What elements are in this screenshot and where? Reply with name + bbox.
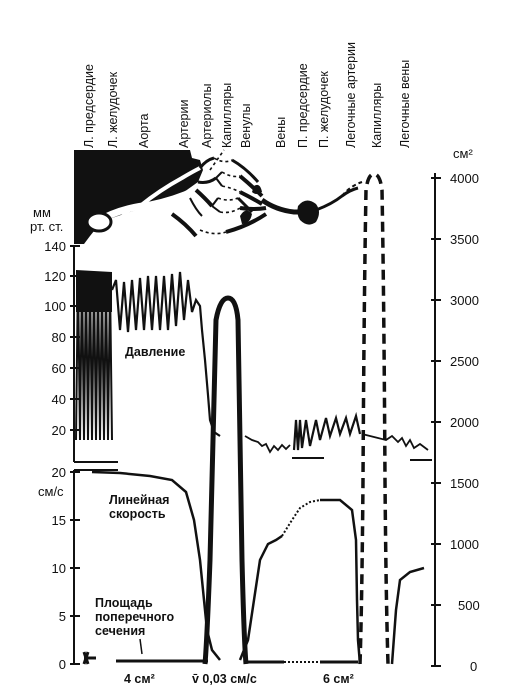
pressure-tick-40: 40	[52, 392, 66, 407]
left-atrium-block	[76, 270, 112, 312]
velocity-tick-15: 15	[52, 513, 66, 528]
velocity-axis-labels: 20 15 10 5 0 см/с	[38, 465, 66, 672]
arterial-branches	[170, 156, 223, 238]
arterial-pressure-trace	[110, 271, 221, 437]
area-tick-2500: 2500	[450, 354, 479, 369]
label-arterioles: Артериолы	[200, 84, 214, 148]
area-tick-4000: 4000	[450, 171, 479, 186]
velocity-curves	[82, 470, 425, 665]
velocity-tick-10: 10	[52, 561, 66, 576]
pulmonary-capillary-area-loop	[358, 172, 390, 665]
pulmonary-artery	[315, 186, 359, 212]
pressure-label: Давление	[125, 345, 185, 359]
pulmonary-vein-velocity-curve	[390, 566, 425, 665]
vessel-channel-main	[94, 186, 198, 226]
venous-velocity-dashed	[281, 499, 321, 537]
pressure-axis-labels: 140 120 100 80 60 40 20 мм рт. ст.	[30, 205, 66, 438]
velocity-tick-0: 0	[59, 657, 66, 672]
area-label-line3: сечения	[95, 624, 145, 638]
label-capillaries: Капилляры	[220, 83, 234, 148]
label-arteries: Артерии	[177, 100, 191, 148]
annotations: Давление Линейная скорость Площадь попер…	[95, 345, 185, 655]
area-tick-1000: 1000	[450, 537, 479, 552]
velocity-label-line1: Линейная	[109, 493, 169, 507]
area-tick-1500: 1500	[450, 476, 479, 491]
pressure-curves	[75, 270, 432, 461]
label-aorta: Аорта	[137, 113, 151, 148]
label-right-ventricle: П. желудочек	[317, 71, 331, 148]
vessel-labels: Л. предсердие Л. желудочек Аорта Артерии…	[82, 42, 412, 148]
pressure-tick-100: 100	[44, 299, 66, 314]
pressure-tick-140: 140	[44, 239, 66, 254]
velocity-unit: см/с	[38, 484, 64, 499]
label-veins: Вены	[274, 117, 288, 148]
venous-pressure-trace	[244, 435, 291, 454]
venous-velocity-curve	[238, 534, 283, 661]
area-tick-500: 500	[458, 598, 480, 613]
velocity-tick-20: 20	[52, 465, 66, 480]
pulmonary-area-label: 6 см²	[323, 672, 354, 686]
heart-velocity-mark	[82, 651, 96, 665]
area-axis-labels: 4000 3500 3000 2500 2000 1500 1000 500 0…	[450, 146, 480, 674]
area-tick-3500: 3500	[450, 232, 479, 247]
area-axis-ticks	[431, 177, 441, 667]
capillary-velocity-label: v̄ 0,03 см/с	[192, 672, 257, 686]
area-label-line2: поперечного	[95, 610, 174, 624]
velocity-tick-5: 5	[59, 609, 66, 624]
right-heart-blob	[297, 200, 319, 225]
pulmonary-artery-dashed	[341, 181, 363, 197]
velocity-axis-ticks	[70, 471, 80, 665]
pressure-unit-hg: рт. ст.	[30, 219, 63, 234]
velocity-label-line2: скорость	[109, 507, 166, 521]
label-right-atrium: П. предсердие	[296, 63, 310, 148]
label-left-ventricle: Л. желудочек	[106, 71, 120, 148]
area-tick-0: 0	[470, 659, 477, 674]
area-tick-2000: 2000	[450, 415, 479, 430]
label-venules: Венулы	[239, 104, 253, 148]
pressure-tick-20: 20	[52, 423, 66, 438]
cross-section-area-curves	[202, 172, 390, 665]
venule-branches	[225, 158, 268, 234]
label-left-atrium: Л. предсердие	[82, 64, 96, 148]
pressure-tick-80: 80	[52, 330, 66, 345]
capillary-network	[199, 149, 241, 235]
aortic-velocity-curve	[91, 470, 221, 661]
label-pulmonary-arteries: Легочные артерии	[344, 42, 358, 148]
vessel-tree-illustration	[74, 149, 363, 244]
ventricle-outline	[85, 211, 113, 233]
pressure-unit-mm: мм	[33, 205, 51, 220]
main-vein	[260, 197, 300, 215]
pulmonary-pressure-trace	[361, 433, 429, 451]
pressure-tick-60: 60	[52, 361, 66, 376]
label-pulmonary-veins: Легочные вены	[398, 60, 412, 148]
area-unit: см²	[453, 146, 473, 161]
area-label-pointer	[139, 638, 143, 655]
systemic-capillary-area-loop	[202, 295, 249, 665]
label-pulmonary-capillaries: Капилляры	[370, 83, 384, 148]
area-tick-3000: 3000	[450, 293, 479, 308]
area-label-line1: Площадь	[95, 596, 153, 610]
pulmonary-artery-velocity-curve	[320, 498, 362, 665]
aorta-area-label: 4 см²	[124, 672, 155, 686]
pressure-tick-120: 120	[44, 269, 66, 284]
venule-blobs	[240, 184, 262, 224]
right-ventricle-pressure-trace	[292, 411, 362, 451]
vessel-channel-upper	[138, 166, 201, 208]
bottom-labels: 4 см² v̄ 0,03 см/с 6 см²	[124, 672, 354, 686]
vessel-channel-lower	[119, 210, 173, 219]
